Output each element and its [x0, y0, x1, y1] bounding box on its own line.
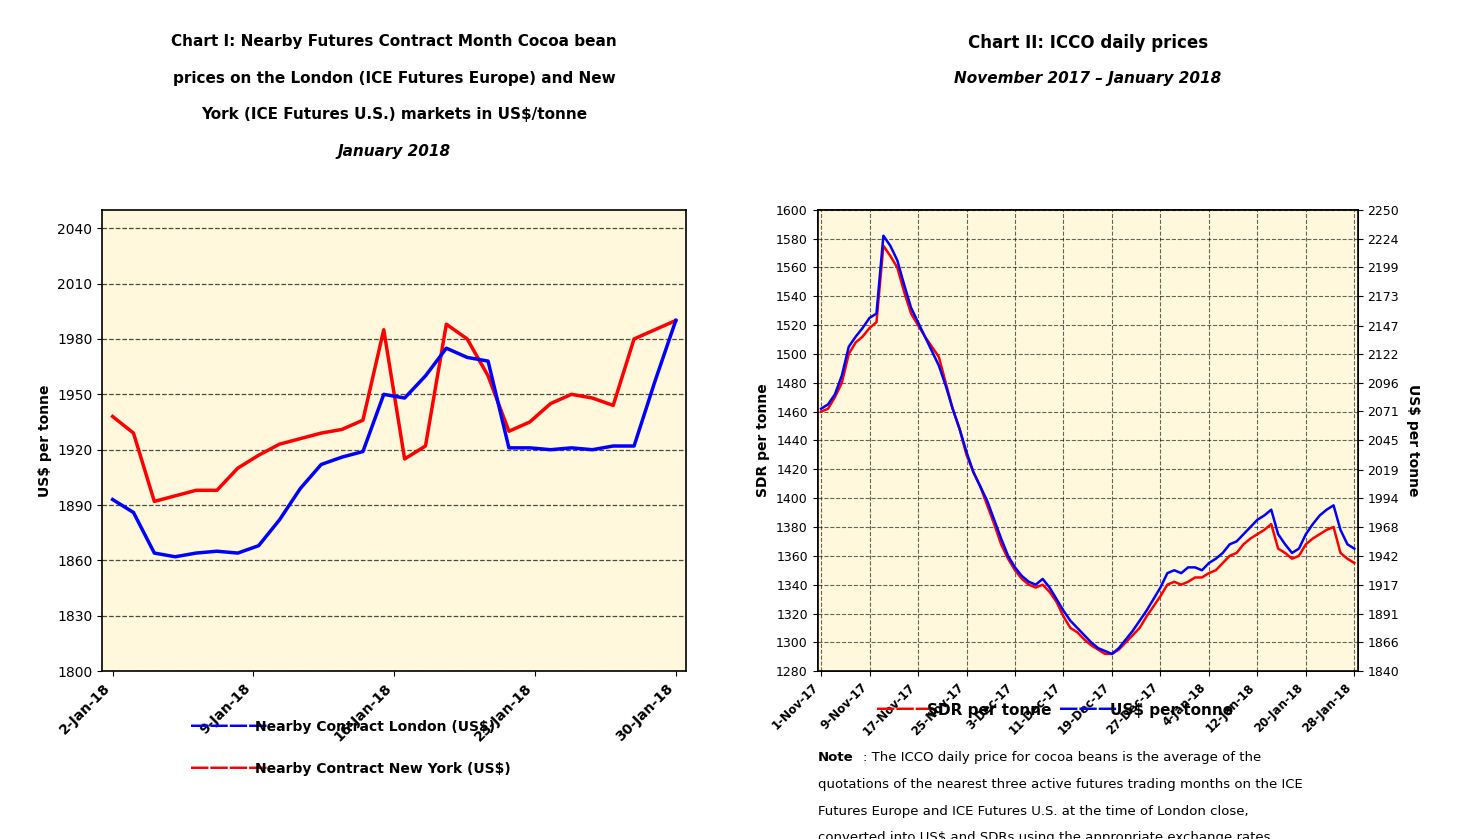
Text: ————: ———— — [190, 717, 267, 735]
Text: Futures Europe and ICE Futures U.S. at the time of London close,: Futures Europe and ICE Futures U.S. at t… — [818, 805, 1248, 817]
Text: Note: Note — [818, 751, 853, 763]
Y-axis label: US$ per tonne: US$ per tonne — [38, 384, 51, 497]
Text: York (ICE Futures U.S.) markets in US$/tonne: York (ICE Futures U.S.) markets in US$/t… — [201, 107, 587, 122]
Text: ———: ——— — [876, 700, 934, 718]
Text: ————: ———— — [190, 758, 267, 777]
Text: prices on the London (ICE Futures Europe) and New: prices on the London (ICE Futures Europe… — [172, 71, 616, 86]
Text: Chart I: Nearby Futures Contract Month Cocoa bean: Chart I: Nearby Futures Contract Month C… — [171, 34, 618, 49]
Text: SDR per tonne: SDR per tonne — [927, 703, 1051, 718]
Text: Chart II: ICCO daily prices: Chart II: ICCO daily prices — [968, 34, 1207, 51]
Y-axis label: SDR per tonne: SDR per tonne — [756, 383, 771, 498]
Text: ———: ——— — [1058, 700, 1117, 718]
Text: quotations of the nearest three active futures trading months on the ICE: quotations of the nearest three active f… — [818, 778, 1302, 790]
Y-axis label: US$ per tonne: US$ per tonne — [1406, 384, 1421, 497]
Text: November 2017 – January 2018: November 2017 – January 2018 — [953, 71, 1222, 86]
Text: US$ per tonne: US$ per tonne — [1110, 703, 1232, 718]
Text: Nearby Contract New York (US$): Nearby Contract New York (US$) — [255, 763, 511, 776]
Text: : The ICCO daily price for cocoa beans is the average of the: : The ICCO daily price for cocoa beans i… — [863, 751, 1261, 763]
Text: converted into US$ and SDRs using the appropriate exchange rates.: converted into US$ and SDRs using the ap… — [818, 831, 1275, 839]
Text: January 2018: January 2018 — [337, 144, 451, 159]
Text: Nearby Contract London (US$): Nearby Contract London (US$) — [255, 721, 495, 734]
